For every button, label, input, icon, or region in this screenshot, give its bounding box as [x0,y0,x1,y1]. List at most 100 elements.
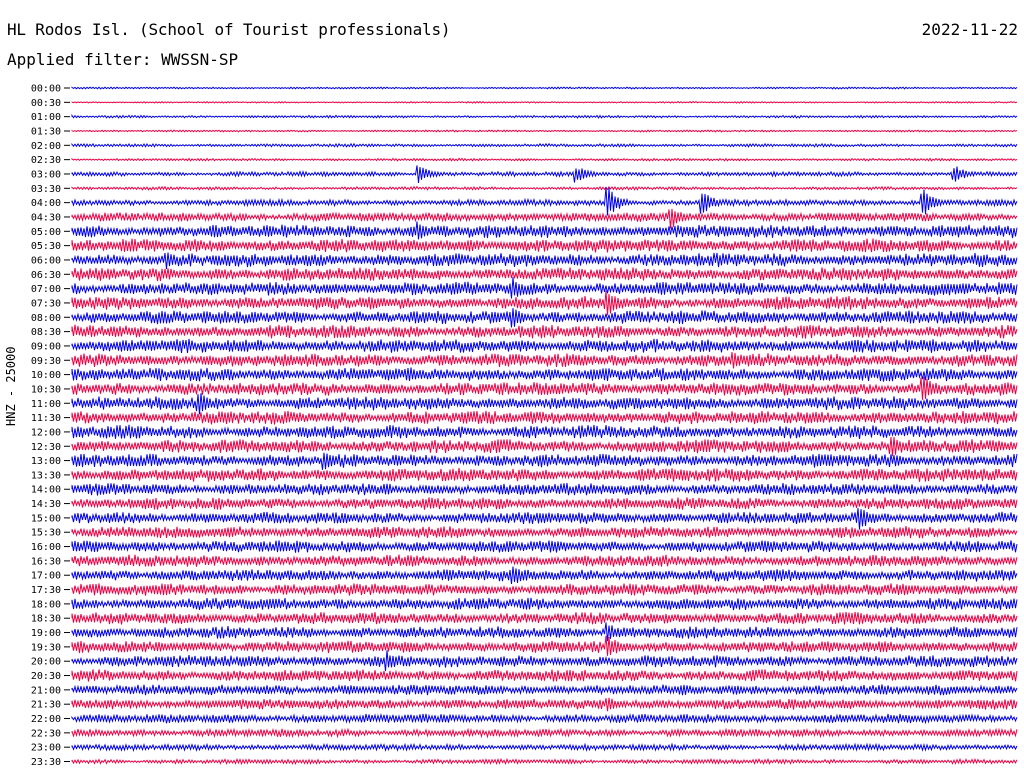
time-tick-label: 18:30 [31,614,61,625]
time-tick-label: 13:30 [31,470,61,481]
seismic-trace [71,393,1018,415]
seismic-trace [71,669,1018,682]
time-tick-label: 14:30 [31,499,61,510]
date-label: 2022-11-22 [921,20,1018,39]
time-tick-label: 10:30 [31,384,61,395]
seismic-trace [71,157,1018,162]
seismic-trace [71,338,1018,354]
time-tick-label: 07:00 [31,284,61,295]
seismic-trace [71,142,1018,148]
time-tick-label: 05:00 [31,227,61,238]
time-tick-label: 08:30 [31,327,61,338]
time-tick-label: 09:00 [31,341,61,352]
seismic-trace [71,635,1018,656]
seismic-trace [71,452,1018,470]
time-tick-label: 19:30 [31,642,61,653]
time-tick-label: 05:30 [31,241,61,252]
time-tick-label: 01:00 [31,112,61,123]
time-tick-label: 11:00 [31,399,61,410]
seismic-trace [71,566,1018,584]
time-tick-label: 06:30 [31,270,61,281]
seismic-trace [71,554,1018,567]
time-tick-label: 02:00 [31,141,61,152]
seismic-trace [71,683,1018,696]
seismic-trace [71,583,1018,596]
seismic-trace [71,757,1018,766]
time-label-group: 00:00 00:30 01:00 01:30 02:00 02:30 03:00 03:30… [31,84,70,768]
seismic-trace [71,277,1018,299]
seismic-trace [71,238,1018,253]
seismic-trace [71,324,1018,339]
trace-group [71,86,1018,766]
seismic-trace [71,185,1018,191]
seismic-trace [71,482,1018,496]
time-tick-label: 13:00 [31,456,61,467]
seismic-trace [71,376,1018,400]
time-tick-label: 20:30 [31,671,61,682]
seismic-trace [71,727,1018,739]
time-tick-label: 21:00 [31,685,61,696]
time-tick-label: 16:00 [31,542,61,553]
time-tick-label: 21:30 [31,700,61,711]
seismic-trace [71,352,1018,369]
seismic-trace [71,424,1018,439]
seismic-trace [71,308,1018,328]
time-tick-label: 03:00 [31,169,61,180]
seismic-trace [71,712,1018,725]
seismic-trace [71,650,1018,672]
time-tick-label: 07:30 [31,298,61,309]
seismic-trace [71,100,1018,104]
seismic-trace [71,252,1018,270]
time-tick-label: 04:00 [31,198,61,209]
time-tick-label: 14:00 [31,485,61,496]
time-tick-label: 17:30 [31,585,61,596]
seismic-trace [71,436,1018,457]
time-tick-label: 12:00 [31,427,61,438]
time-tick-label: 00:00 [31,84,61,95]
time-tick-label: 17:00 [31,571,61,582]
seismic-trace [71,290,1018,316]
time-tick-label: 16:30 [31,556,61,567]
seismic-trace [71,186,1018,216]
seismic-trace [71,697,1018,712]
seismic-trace [71,267,1018,282]
seismic-trace [71,540,1018,553]
time-tick-label: 23:00 [31,743,61,754]
seismic-trace [71,497,1018,510]
time-tick-label: 10:00 [31,370,61,381]
seismic-trace [71,221,1018,240]
station-title: HL Rodos Isl. (School of Tourist profess… [7,20,451,39]
time-tick-label: 09:30 [31,356,61,367]
seismic-trace [71,742,1018,752]
seismic-trace [71,508,1018,530]
time-tick-label: 03:30 [31,184,61,195]
seismic-trace [71,611,1018,625]
time-tick-label: 19:00 [31,628,61,639]
seismic-trace [71,367,1018,382]
time-tick-label: 22:00 [31,714,61,725]
time-tick-label: 08:00 [31,313,61,324]
seismic-trace [71,410,1018,425]
time-tick-label: 18:00 [31,599,61,610]
seismic-trace [71,165,1018,184]
time-tick-label: 23:30 [31,757,61,768]
time-tick-label: 15:00 [31,513,61,524]
seismic-trace [71,597,1018,611]
time-tick-label: 15:30 [31,528,61,539]
time-tick-label: 11:30 [31,413,61,424]
seismic-trace [71,86,1018,90]
time-tick-label: 12:30 [31,442,61,453]
seismic-trace [71,129,1018,133]
time-tick-label: 04:30 [31,212,61,223]
filter-label: Applied filter: WWSSN-SP [7,50,239,69]
seismic-trace [71,526,1018,539]
time-tick-label: 06:00 [31,255,61,266]
seismic-trace [71,467,1018,482]
time-tick-label: 20:00 [31,657,61,668]
time-tick-label: 02:30 [31,155,61,166]
seismic-trace [71,622,1018,642]
seismic-trace [71,208,1018,229]
time-tick-label: 22:30 [31,728,61,739]
time-tick-label: 01:30 [31,126,61,137]
